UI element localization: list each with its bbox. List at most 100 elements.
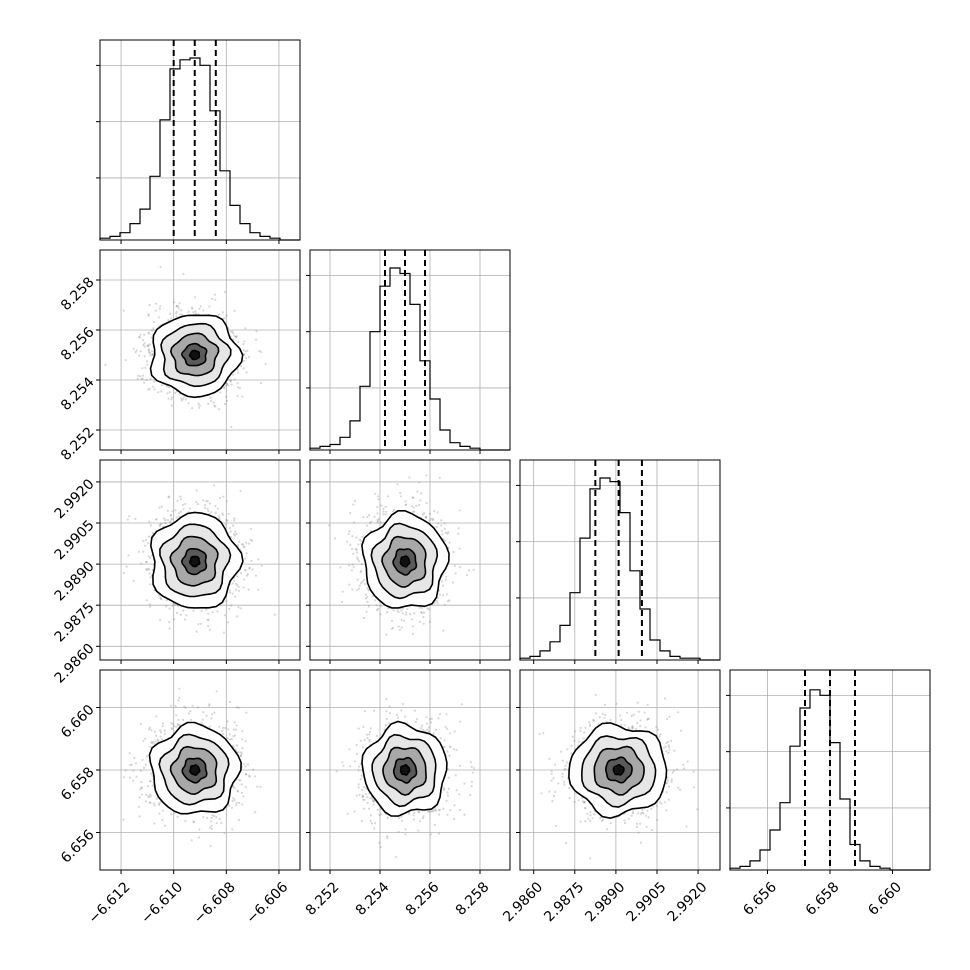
sample-point [374,492,377,495]
sample-point [171,723,174,726]
sample-point [158,523,161,527]
sample-point [411,496,414,499]
sample-point [158,506,161,509]
sample-point [422,611,426,614]
sample-point [163,521,166,524]
sample-point [175,305,178,308]
sample-point [233,787,236,790]
sample-point [142,540,145,543]
sample-point [380,604,383,608]
sample-point [175,310,178,313]
sample-point [178,302,181,305]
sample-point [243,340,246,343]
sample-point [448,541,451,544]
sample-point [223,614,226,617]
sample-point [223,290,226,294]
sample-point [458,566,462,569]
sample-point [141,374,145,377]
sample-point [242,359,246,363]
sample-point [207,625,210,628]
sample-point [132,579,135,582]
sample-point [444,578,447,581]
sample-point [444,531,447,534]
sample-point [163,732,166,736]
sample-point [174,603,177,607]
sample-point [223,387,226,390]
sample-point [232,785,235,788]
sample-point [436,602,439,605]
sample-point [208,305,211,308]
sample-point [238,387,241,390]
sample-point [189,710,192,713]
sample-point [122,309,125,312]
sample-point [207,509,210,512]
sample-point [147,313,150,316]
sample-point [170,317,173,320]
sample-point [148,728,151,731]
sample-point [205,500,208,503]
sample-point [436,511,439,514]
sample-point [122,571,125,575]
sample-point [418,503,421,507]
sample-point [246,573,249,576]
sample-point [231,330,234,333]
sample-point [148,568,151,571]
sample-point [377,520,380,523]
sample-point [234,748,237,751]
sample-point [183,395,186,398]
sample-point [235,575,238,578]
sample-point [104,363,107,366]
sample-point [236,382,239,385]
sample-point [376,607,379,611]
sample-point [148,572,151,575]
histogram-steps [99,57,300,241]
sample-point [259,350,263,354]
sample-point [217,408,220,411]
sample-point [167,496,170,499]
sample-point [230,425,233,429]
sample-point [129,763,132,767]
histogram-steps [729,689,930,871]
sample-point [458,547,461,550]
sample-point [234,335,237,338]
sample-point [360,535,364,538]
sample-point [226,384,230,387]
sample-point [245,773,248,776]
sample-point [138,336,141,339]
sample-point [233,517,236,520]
sample-point [247,542,250,545]
sample-point [428,519,431,522]
sample-point [214,511,217,514]
sample-point [160,384,163,387]
sample-point [182,609,185,612]
sample-point [398,628,401,631]
sample-point [386,495,389,498]
sample-point [433,509,436,513]
sample-point [245,711,248,714]
sample-point [387,607,390,610]
sample-point [422,622,425,625]
sample-point [234,530,237,533]
sample-point [187,310,190,313]
sample-point [170,396,173,399]
sample-point [198,404,201,407]
sample-point [215,822,218,825]
sample-point [244,557,247,560]
sample-point [418,620,422,623]
sample-point [147,349,150,352]
sample-point [351,535,354,538]
sample-point [154,518,158,521]
sample-point [166,392,169,395]
sample-point [147,535,150,538]
sample-point [168,621,171,624]
sample-point [234,582,238,585]
contour-line-1 [370,522,439,600]
sample-point [155,715,158,718]
sample-point [195,630,198,633]
sample-point [148,352,151,355]
sample-point [228,589,231,592]
sample-point [408,613,412,616]
sample-point [161,818,164,822]
sample-point [366,596,369,599]
sample-point [375,604,378,607]
